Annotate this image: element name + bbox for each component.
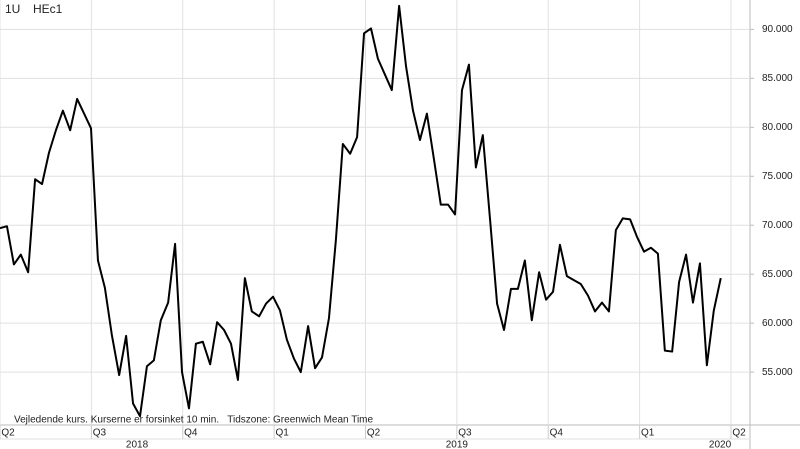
x-tick-label: Q4 [184,428,198,439]
y-tick-label: 70.000 [762,220,793,231]
y-tick-label: 90.000 [762,24,793,35]
footnote: Vejledende kurs. Kurserne er forsinket 1… [14,415,374,426]
instrument: HEc1 [33,2,63,16]
x-tick-label: Q4 [550,428,564,439]
y-tick-label: 80.000 [762,122,793,133]
x-tick-label: Q3 [458,428,472,439]
y-tick-label: 75.000 [762,171,793,182]
year-label: 2018 [126,440,149,449]
x-tick-label: Q3 [93,428,107,439]
y-tick-label: 85.000 [762,73,793,84]
grid [0,0,750,425]
year-label: 2019 [446,440,469,449]
year-label: 2020 [709,440,732,449]
x-tick-label: Q1 [275,428,289,439]
x-tick-label: Q2 [1,428,15,439]
y-tick-label: 55.000 [762,367,793,378]
x-tick-label: Q1 [641,428,655,439]
x-tick-label: Q2 [367,428,381,439]
price-line [0,4,722,418]
x-tick-label: Q2 [732,428,746,439]
plot [0,4,722,418]
y-tick-label: 60.000 [762,318,793,329]
symbol: 1U [5,2,20,16]
y-tick-label: 65.000 [762,269,793,280]
